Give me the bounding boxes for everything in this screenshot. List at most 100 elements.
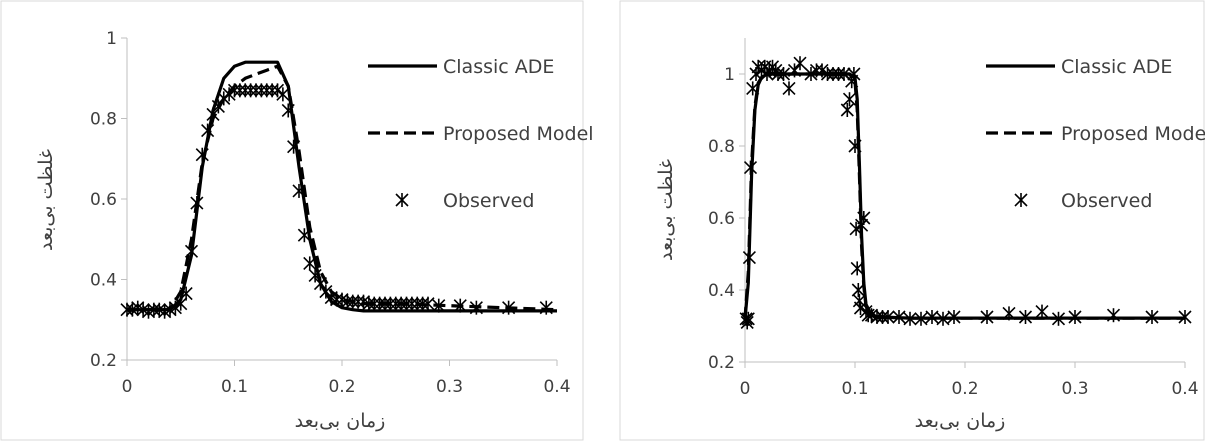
observed-point [769, 63, 783, 78]
x-tick-label-right: 0.3 [1061, 379, 1088, 399]
observed-point [793, 56, 807, 71]
y-tick-label-left: 0.8 [90, 110, 117, 130]
observed-point [195, 147, 209, 162]
observed-point [892, 310, 906, 324]
observed-point [914, 311, 928, 326]
observed-point [776, 67, 791, 81]
legend-model-label-right: Proposed Model [1061, 123, 1205, 145]
x-axis-label-left: زمان بی‌بعد [295, 410, 386, 432]
y-tick-label-left: 0.4 [90, 271, 117, 291]
observed-point [746, 81, 760, 96]
x-tick-label-right: 0.2 [951, 379, 978, 399]
observed-point [787, 63, 802, 78]
observed-point [211, 99, 225, 114]
observed-point [201, 123, 215, 138]
legend-classic-label-left: Classic ADE [443, 56, 554, 78]
chart-frame-left [0, 0, 584, 441]
legend-right: Classic ADE Proposed Model Observed [986, 56, 1205, 212]
observed-point [741, 311, 755, 326]
observed-point [857, 211, 871, 225]
observed-point [936, 311, 950, 326]
observed-point [881, 310, 895, 324]
observed-point [421, 296, 435, 311]
observed-point [1106, 308, 1121, 323]
observed-point [742, 250, 756, 265]
legend-observed-label-left: Observed [443, 190, 534, 212]
observed-point [432, 298, 446, 313]
observed-points-left [120, 83, 553, 319]
y-tick-label-right: 0.2 [708, 353, 735, 373]
observed-point [980, 310, 994, 324]
proposed-model-line-left [127, 64, 558, 312]
observed-point [502, 300, 516, 315]
observed-point [850, 261, 864, 276]
x-axis-label-right: زمان بی‌بعد [915, 410, 1006, 432]
observed-point [840, 103, 854, 117]
observed-point [303, 256, 317, 271]
plot-area-right: 0.2 0.4 0.6 0.8 1 0 0.1 0.2 0.3 0.4 [708, 38, 1199, 399]
y-tick-label-right: 1 [724, 65, 735, 85]
y-tick-label-right: 0.8 [708, 137, 735, 157]
legend-left: Classic ADE Proposed Model Observed [368, 56, 594, 212]
observed-points-right [739, 56, 1192, 330]
observed-point [847, 67, 861, 81]
observed-point [292, 183, 306, 198]
legend-observed-label-right: Observed [1061, 190, 1152, 212]
observed-point [270, 83, 285, 98]
observed-point [184, 244, 199, 259]
observed-point [1068, 310, 1082, 324]
x-tick-label-left: 0.1 [221, 377, 248, 397]
y-tick-label-right: 0.4 [708, 281, 735, 301]
observed-point [1051, 311, 1066, 326]
y-axis-label-right: غلظت بی‌بعد [655, 159, 677, 261]
classic-ade-line-left [127, 60, 557, 313]
x-tick-label-left: 0.2 [328, 377, 355, 397]
legend-observed-marker-left [395, 193, 409, 207]
observed-point [453, 298, 467, 313]
x-tick-label-right: 0.4 [1171, 379, 1198, 399]
observed-point [842, 92, 857, 107]
observed-point [782, 81, 796, 96]
observed-point [848, 139, 862, 153]
legend-observed-star-left [395, 193, 409, 207]
x-tick-label-right: 0.1 [841, 379, 868, 399]
observed-point [297, 228, 311, 243]
plot-area-left: 0.2 0.4 0.6 0.8 1 0 0.1 0.2 0.3 0.4 [90, 29, 571, 397]
observed-point [469, 300, 483, 315]
observed-point [206, 107, 220, 122]
observed-point [851, 283, 865, 297]
observed-point [1002, 306, 1016, 321]
x-tick-label-right: 0 [740, 379, 751, 399]
y-tick-label-left: 1 [106, 29, 117, 49]
x-tick-label-left: 0.4 [543, 377, 570, 397]
observed-point [168, 300, 182, 315]
chart-frame-right [619, 0, 1205, 441]
observed-point [287, 139, 301, 154]
observed-point [313, 276, 328, 291]
y-tick-label-left: 0.6 [90, 190, 117, 210]
observed-point [925, 310, 939, 324]
observed-point [1018, 310, 1033, 324]
observed-point [760, 67, 774, 81]
observed-point [903, 311, 917, 326]
legend-classic-label-right: Classic ADE [1061, 56, 1172, 78]
observed-point [222, 87, 236, 102]
x-tick-label-left: 0.3 [436, 377, 463, 397]
observed-point [308, 268, 322, 283]
observed-point [1178, 310, 1192, 324]
chart-panel-left: 0.2 0.4 0.6 0.8 1 0 0.1 0.2 0.3 0.4 زمان بی‌بعد غ… [0, 0, 594, 441]
y-tick-label-right: 0.6 [708, 209, 735, 229]
y-tick-label-left: 0.2 [90, 351, 117, 371]
observed-point [281, 103, 295, 118]
legend-model-label-left: Proposed Model [443, 123, 594, 145]
legend-observed-star-right [1014, 193, 1028, 207]
observed-point [1145, 310, 1159, 324]
chart-panel-right: 0.2 0.4 0.6 0.8 1 0 0.1 0.2 0.3 0.4 زمان بی‌بعد غ… [619, 0, 1205, 441]
observed-point [179, 286, 193, 301]
observed-point [217, 91, 231, 106]
observed-point [539, 300, 553, 315]
observed-point [1035, 304, 1049, 319]
observed-point [190, 196, 204, 211]
observed-point [947, 310, 961, 324]
